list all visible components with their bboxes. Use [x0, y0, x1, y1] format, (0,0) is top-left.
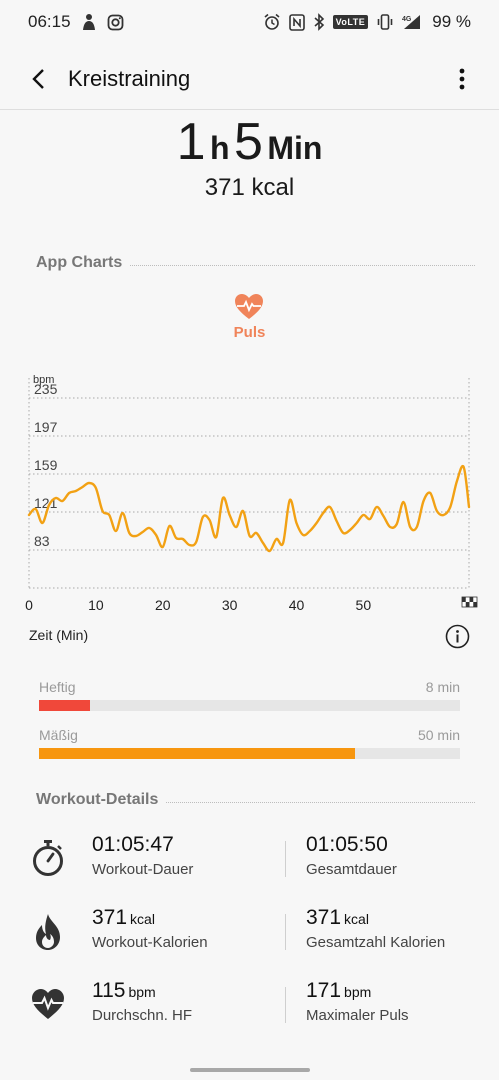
x-tick-label: 50 — [356, 597, 372, 613]
y-tick-label: 159 — [34, 457, 58, 473]
battery-text: 99 % — [432, 12, 471, 31]
app-bar: Kreistraining — [0, 48, 499, 110]
y-axis-label: bpm — [33, 374, 54, 386]
column-divider — [285, 914, 286, 950]
workout-calories-value: 371 — [92, 906, 128, 929]
section-divider — [130, 264, 475, 266]
duration-hours: 1 — [176, 113, 206, 171]
max-hr-label: Maximaler Puls — [306, 1007, 409, 1024]
intensity-fill — [39, 700, 90, 711]
volte-icon: VoLTE — [332, 15, 369, 29]
detail-row-duration: 01:05:47 Workout-Dauer 01:05:50 Gesamtda… — [0, 833, 499, 895]
intensity-fill — [39, 748, 355, 759]
total-calories-label: Gesamtzahl Kalorien — [306, 934, 446, 951]
chart-metric-label: Puls — [233, 324, 266, 341]
app-charts-header: App Charts — [36, 254, 475, 272]
total-duration-value: 01:05:50 — [306, 833, 388, 856]
vibrate-icon — [376, 13, 394, 31]
home-indicator[interactable] — [190, 1068, 310, 1072]
flame-icon — [36, 914, 60, 950]
x-tick-label: 40 — [289, 597, 305, 613]
max-hr-unit: bpm — [344, 984, 372, 1000]
back-button[interactable] — [22, 62, 56, 96]
stopwatch-icon — [33, 840, 63, 876]
summary-kcal: 371 kcal — [204, 174, 295, 201]
status-time: 06:15 — [28, 12, 71, 31]
nfc-icon — [288, 13, 305, 31]
total-duration-label: Gesamtdauer — [306, 861, 397, 878]
alarm-icon — [263, 13, 281, 31]
heart-rate-chart: bpm 235 197 159 121 83 0 10 20 30 40 50 — [0, 370, 499, 650]
notification-app-icon — [81, 13, 97, 31]
intensity-track — [39, 700, 460, 711]
app-charts-title: App Charts — [36, 254, 123, 271]
column-divider — [285, 841, 286, 877]
workout-duration-label: Workout-Dauer — [92, 861, 194, 878]
more-options-button[interactable] — [447, 62, 477, 96]
column-divider — [285, 987, 286, 1023]
workout-duration-summary: 1 h 5 Min — [0, 112, 499, 172]
section-divider — [166, 801, 475, 803]
average-hr-value: 115 — [92, 979, 126, 1002]
intensity-value: 8 min — [425, 679, 460, 695]
heart-rate-series-line — [27, 464, 471, 553]
x-tick-label: 0 — [25, 597, 33, 613]
more-vert-icon — [459, 68, 465, 89]
x-tick-label: 10 — [88, 597, 104, 613]
duration-minutes: 5 — [233, 113, 263, 171]
network-type-label: 4G — [402, 16, 412, 23]
detail-row-calories: 371 kcal Workout-Kalorien 371 kcal Gesamtz… — [0, 906, 499, 968]
y-tick-label: 197 — [34, 419, 58, 435]
finish-flag-icon — [461, 596, 478, 608]
workout-details-title: Workout-Details — [36, 791, 159, 808]
instagram-icon — [107, 14, 124, 31]
intensity-value: 50 min — [417, 727, 460, 743]
workout-calories-label: Workout-Kalorien — [92, 934, 208, 951]
x-tick-label: 30 — [222, 597, 238, 613]
workout-details-header: Workout-Details — [36, 791, 475, 809]
intensity-track — [39, 748, 460, 759]
page-title: Kreistraining — [68, 65, 191, 91]
heart-rate-chart-svg: bpm 235 197 159 121 83 0 10 20 30 40 50 — [25, 374, 478, 613]
bluetooth-icon — [313, 13, 325, 31]
status-bar: 06:15 VoLTE 4G 99 % — [0, 0, 499, 44]
y-tick-label: 83 — [34, 533, 50, 549]
workout-calories-unit: kcal — [130, 911, 155, 927]
intensity-massig: Mäßig 50 min — [39, 727, 460, 759]
x-axis-label: Zeit (Min) — [29, 627, 89, 643]
duration-hours-unit: h — [209, 130, 230, 166]
intensity-label: Heftig — [39, 679, 76, 695]
duration-minutes-unit: Min — [267, 130, 323, 166]
signal-icon: 4G — [402, 13, 424, 31]
max-hr-value: 171 — [306, 979, 342, 1002]
info-icon[interactable] — [445, 624, 470, 649]
y-tick-label: 235 — [34, 381, 58, 397]
workout-duration-value: 01:05:47 — [92, 833, 174, 856]
heart-rate-icon — [235, 294, 263, 319]
average-hr-label: Durchschn. HF — [92, 1007, 193, 1024]
y-tick-label: 121 — [34, 495, 58, 511]
back-arrow-icon — [32, 68, 44, 89]
total-calories-value: 371 — [306, 906, 342, 929]
average-hr-unit: bpm — [128, 984, 156, 1000]
intensity-label: Mäßig — [39, 727, 78, 743]
total-calories-unit: kcal — [344, 911, 369, 927]
x-tick-label: 20 — [155, 597, 171, 613]
heart-rate-icon — [32, 989, 64, 1019]
detail-row-heart-rate: 115 bpm Durchschn. HF 171 bpm Maximaler Pu… — [0, 979, 499, 1041]
intensity-heftig: Heftig 8 min — [39, 679, 460, 711]
